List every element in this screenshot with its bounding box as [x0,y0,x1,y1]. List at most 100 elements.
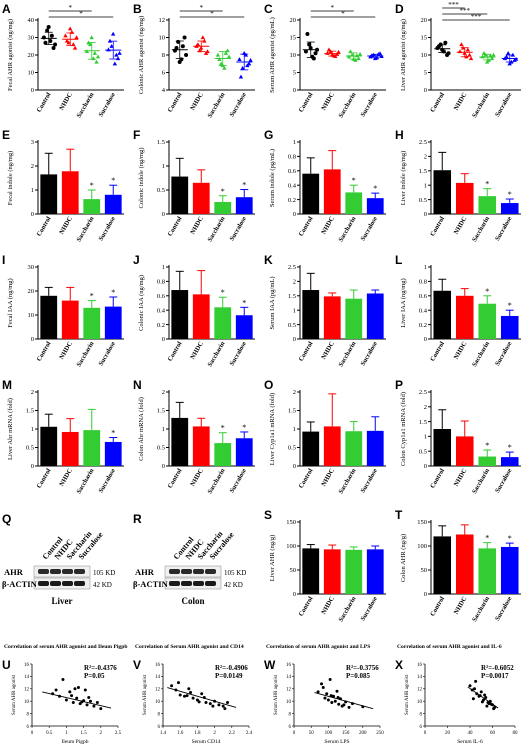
data-point [336,695,340,699]
data-point [484,695,488,699]
size-marker: 105 KD [93,569,115,577]
y-axis-label: Colonic IAA (ng/mg) [138,275,145,331]
data-point [205,49,210,54]
x-tick-label: Control [429,467,446,489]
r-squared-label: R²=-0.4906 [215,664,248,672]
data-point [183,694,186,698]
data-point [63,33,68,38]
y-axis-label: Serum AHR agonist [274,674,279,715]
p-value-label: P=0.0017 [481,672,509,680]
bar [235,438,253,466]
y-tick-label: 30 [28,264,35,271]
x-tick-label: 0 [424,731,427,736]
data-point [505,50,511,55]
y-tick-label: 1 [162,264,165,271]
y-tick-label: 0 [424,336,427,343]
bar [302,173,320,214]
y-tick-label: 2.5 [288,264,296,271]
data-point [222,65,227,70]
x-tick-label: Control [167,467,184,489]
x-tick-label: 20 [445,731,451,736]
y-tick-label: 0.5 [419,448,427,455]
data-point [174,46,179,50]
data-point [51,46,56,50]
y-tick-label: 0 [293,336,296,343]
x-tick-label: Saccharin [471,467,491,495]
y-tick-label: 0.4 [288,182,297,189]
panel-letter: A [2,2,11,16]
y-tick-label: 1 [424,434,427,441]
x-tick-label: NHDC [189,91,205,111]
x-tick-label: Control [429,215,446,237]
data-point [75,696,79,700]
data-point [326,47,332,52]
x-tick-label: 1.8 [194,731,201,736]
x-tick-label: Control [167,91,184,113]
y-tick-label: 1 [31,187,34,194]
data-point [43,40,48,45]
x-tick-label: NHDC [189,340,205,360]
significance-star: * [79,10,83,18]
y-tick-label: 10 [286,700,292,705]
x-tick-label: 80 [513,731,519,736]
panel-o: O Liver Cyp1a1 mRNA (fold) 0 0.5 1 1.5 2 Contr… [264,378,392,508]
y-tick-label: 0.8 [157,279,165,286]
y-tick-label: 50 [421,567,428,574]
western-blot-r: ControlNHDCSaccharinSucraloseAHRβ-ACTIN1… [133,529,246,606]
chart-f: Colonic indole (ng/mg) 0 0.5 1 1.5 Control NHD… [138,139,255,243]
panel-letter: I [2,253,6,267]
panel-k: K Serum IAA (pg/mL) 0 0.5 1 1.5 2 2.5 Control NH… [264,253,392,381]
x-tick-label: Sucralose [98,91,117,118]
size-marker: 42 KD [93,581,112,589]
data-point [64,698,68,702]
x-tick-label: Control [429,595,446,617]
data-point [85,703,89,707]
y-tick-label: 1.5 [288,408,296,415]
data-point [73,687,77,691]
chart-b: Colonic AHR agonist (ng/mg) 4 6 8 10 12 Contro… [138,4,255,119]
significance-star: *** [460,7,471,15]
y-tick-label: 0.5 [26,445,34,452]
bar [455,534,474,594]
bar [366,549,384,594]
y-tick-label: 0 [424,591,427,598]
y-axis-label: Liver AHR (ng/g) [269,535,276,582]
p-value-label: P=0.05 [84,672,105,680]
y-tick-label: 2 [162,389,165,396]
y-tick-label: 16 [286,663,292,668]
data-point [483,693,487,697]
chart-title: Correlation of serum AHR agonist and IL-… [397,644,502,650]
data-point [348,49,353,54]
x-tick-label: NHDC [453,91,469,111]
data-point [223,707,227,711]
x-tick-label: Control [36,340,53,362]
panel-j: J Colonic IAA (ng/mg) 0 0.2 0.4 0.6 0.8 1 Contr… [133,253,261,381]
chart-t: Colon AHR (ng/g) 0 50 100 150 Control NHDC Sacc… [400,519,521,623]
y-axis-label: Colon Ahr mRNA (fold) [138,397,145,461]
panel-f: F Colonic indole (ng/mg) 0 0.5 1 1.5 Control N… [133,128,261,256]
panel-letter: Q [2,512,12,526]
panel-i: I Fecal IAA (ng/mg) 0 10 20 30 Control NHDC Sac… [2,253,130,381]
y-tick-label: 2 [424,154,427,161]
x-tick-label: 200 [359,731,367,736]
regression-line [314,692,374,710]
y-axis-label: Colon AHR (ng/g) [400,534,407,582]
bar [366,293,384,339]
y-tick-label: 0.2 [288,197,296,204]
chart-g: Serum indole (pg/mL) 0 0.2 0.4 0.6 0.8 1 Contro… [269,139,386,243]
panel-r: R Control NHDC Saccharin Sucralose AHR β-ACTI… [133,512,261,632]
x-tick-label: Sucralose [360,340,379,367]
y-tick-label: 1.5 [157,408,165,415]
bar [433,290,452,339]
data-point [187,687,191,691]
row-label: β-ACTIN [133,579,169,589]
regression-line [167,687,237,708]
x-tick-label: 2.2 [229,731,236,736]
band-actin [181,581,192,586]
data-point [178,693,182,697]
data-point [54,688,58,692]
bar [214,443,232,466]
chart-m: Liver Ahr mRNA (fold) 0 0.5 1 1.5 2 Control NHD… [7,389,124,495]
data-point [217,57,222,61]
data-point [195,42,201,47]
